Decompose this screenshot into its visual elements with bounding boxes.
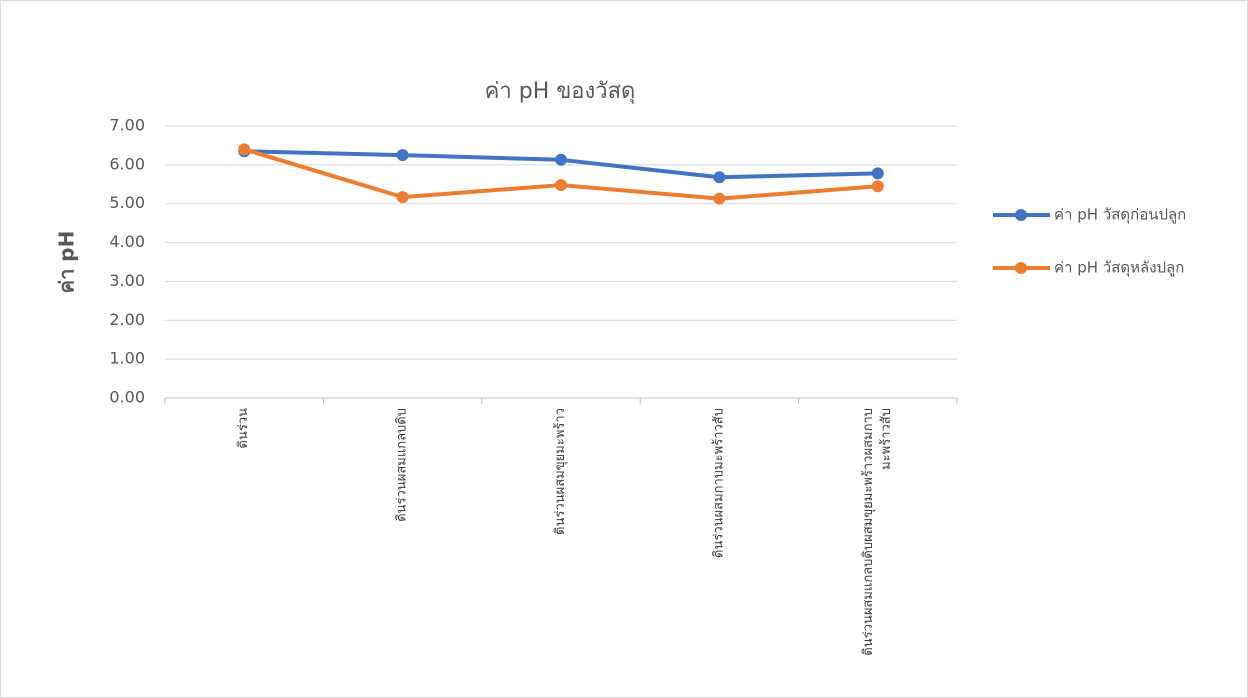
y-tick-label: 1.00	[109, 349, 145, 368]
x-tick-label-group: ดินร่วน	[236, 408, 252, 449]
x-tick-label-box: ดินร่วนผสมขุยมะพร้าว	[553, 408, 568, 535]
x-tick-label-box: ดินร่วนผสมแกลบดิบผสมขุยมะพร้าวผสมกาบมะพร…	[860, 408, 894, 656]
y-tick-label: 5.00	[109, 193, 145, 212]
x-tick-label-group: ดินร่วนผสมแกลบดิบ	[394, 408, 410, 522]
y-tick-label: 7.00	[109, 116, 145, 135]
y-tick-label: 0.00	[109, 388, 145, 407]
legend-label: ค่า pH วัสดุก่อนปลูก	[1054, 206, 1186, 225]
chart-title: ค่า pH ของวัสดุ	[485, 79, 636, 104]
legend-marker	[1015, 209, 1027, 221]
x-tick-label: ดินร่วนผสมกาบมะพร้าวสับ	[711, 408, 727, 558]
legend-marker	[1015, 262, 1027, 274]
x-tick-label: ดินร่วน	[236, 408, 252, 449]
y-tick-label: 2.00	[109, 310, 145, 329]
x-tick-label-group: ดินร่วนผสมขุยมะพร้าว	[553, 408, 568, 535]
x-tick-label-group: ดินร่วนผสมกาบมะพร้าวสับ	[711, 408, 727, 558]
y-tick-label: 3.00	[109, 271, 145, 290]
data-point	[871, 180, 884, 193]
data-point	[871, 167, 884, 180]
x-tick-label: ดินร่วนผสมแกลบดิบผสมขุยมะพร้าวผสมกาบมะพร…	[860, 408, 894, 656]
x-tick-label-box: ดินร่วนผสมกาบมะพร้าวสับ	[711, 408, 727, 558]
x-tick-label: ดินร่วนผสมแกลบดิบ	[394, 408, 410, 522]
x-tick-label-box: ดินร่วน	[236, 408, 252, 449]
y-tick-label: 6.00	[109, 154, 145, 173]
legend-label: ค่า pH วัสดุหลังปลูก	[1054, 259, 1184, 278]
data-point	[555, 179, 567, 192]
data-point	[396, 191, 409, 204]
data-point	[713, 171, 726, 184]
y-axis-label: ค่า pH	[55, 231, 79, 294]
data-point	[238, 143, 251, 156]
x-tick-label-box: ดินร่วนผสมแกลบดิบ	[394, 408, 410, 522]
y-tick-label: 4.00	[109, 232, 145, 251]
data-point	[713, 192, 726, 205]
x-tick-label: ดินร่วนผสมขุยมะพร้าว	[553, 408, 568, 535]
x-tick-label-group: ดินร่วนผสมแกลบดิบผสมขุยมะพร้าวผสมกาบมะพร…	[860, 408, 894, 656]
data-point	[555, 153, 567, 166]
data-point	[396, 149, 409, 162]
